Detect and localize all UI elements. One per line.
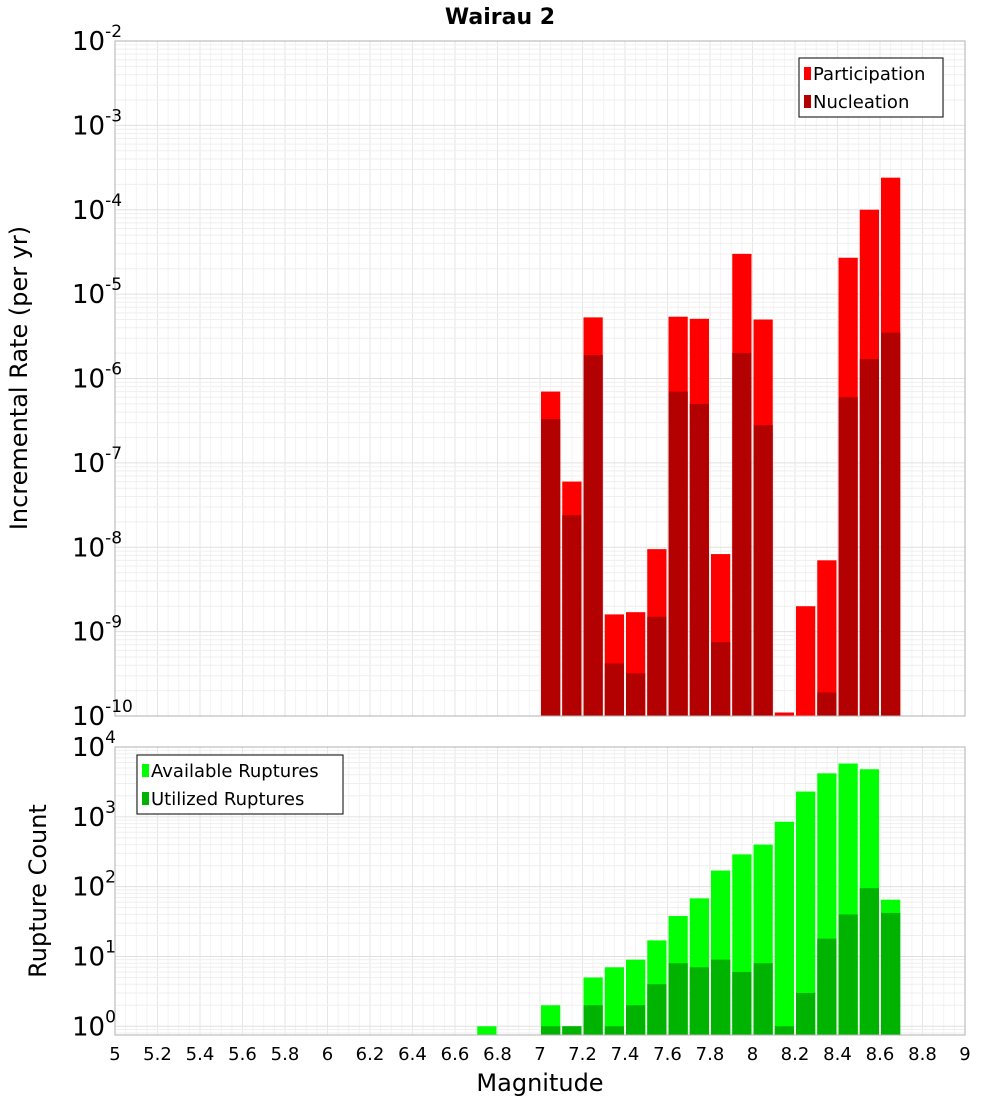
bottom-panel-bar-s2	[711, 959, 731, 1035]
bottom-panel-frame	[114, 746, 966, 1036]
x-tick-label: 7.6	[653, 1044, 682, 1065]
x-tick-label: 7	[534, 1044, 545, 1065]
bottom-panel-y-tick-label: 103	[72, 798, 116, 833]
bottom-panel-bar-s1	[477, 1026, 497, 1035]
bottom-panel-y-tick-label: 102	[72, 868, 116, 903]
bottom-panel-bar-s2	[732, 971, 752, 1035]
top-panel-bar-s2	[647, 616, 667, 716]
bottom-panel-bar-s2	[796, 992, 816, 1035]
chart-title: Wairau 2	[445, 5, 555, 30]
x-tick-label: 5	[109, 1044, 120, 1065]
top-panel-legend-box	[798, 57, 944, 118]
x-tick-label: 8.2	[781, 1044, 810, 1065]
bottom-panel-bar-s2	[859, 888, 879, 1035]
x-tick-label: 8.6	[866, 1044, 895, 1065]
bottom-panel-legend-swatch	[142, 764, 149, 777]
x-tick-label: 5.2	[143, 1044, 172, 1065]
top-panel-y-axis-title: Incremental Rate (per yr)	[5, 226, 33, 530]
top-panel-y-tick-label: 10-7	[72, 444, 122, 479]
top-panel-bar-s2	[753, 425, 773, 716]
bottom-panel-legend-label: Utilized Ruptures	[151, 789, 304, 810]
x-tick-label: 8	[747, 1044, 758, 1065]
top-panel-bar-s2	[711, 642, 731, 716]
bottom-panel-bar-s2	[562, 1026, 582, 1035]
top-panel-bar-s2	[689, 403, 709, 716]
bottom-panel-bar-s2	[753, 963, 773, 1035]
top-panel-legend-label: Nucleation	[813, 92, 909, 113]
top-panel: 10-1010-910-810-710-610-510-410-310-2Par…	[72, 22, 966, 732]
bottom-panel-bar-s2	[774, 1026, 794, 1035]
top-panel-frame	[114, 40, 966, 717]
bottom-panel-y-axis-title: Rupture Count	[24, 804, 52, 978]
bottom-panel-bar-s2	[838, 914, 858, 1035]
x-tick-label: 7.8	[696, 1044, 725, 1065]
x-tick-label: 5.6	[228, 1044, 257, 1065]
bottom-panel-bar-s2	[668, 963, 688, 1035]
bottom-panel-bar-s2	[604, 1026, 624, 1035]
top-panel-y-tick-label: 10-5	[72, 275, 122, 310]
top-panel-bar-s2	[881, 332, 901, 716]
top-panel-y-tick-label: 10-9	[72, 613, 122, 648]
x-tick-label: 8.8	[908, 1044, 937, 1065]
x-tick-label: 7.2	[568, 1044, 597, 1065]
x-tick-label: 9	[959, 1044, 970, 1065]
bottom-panel-bar-s2	[689, 967, 709, 1035]
x-tick-label: 7.4	[611, 1044, 640, 1065]
top-panel-bar-s2	[562, 515, 582, 716]
x-tick-label: 6.4	[398, 1044, 427, 1065]
top-panel-bar-s2	[859, 359, 879, 716]
top-panel-legend-swatch	[804, 67, 811, 80]
bottom-panel-bar-s2	[626, 1005, 646, 1035]
top-panel-bar-s2	[583, 354, 603, 716]
top-panel-y-tick-label: 10-10	[72, 697, 133, 732]
bottom-panel-legend-swatch	[142, 792, 149, 805]
top-panel-bar-s2	[817, 692, 837, 716]
x-tick-label: 6.8	[483, 1044, 512, 1065]
bottom-panel-bar-s1	[774, 821, 794, 1035]
bottom-panel-bar-s2	[817, 938, 837, 1035]
bottom-panel: 100 101 102 103 104 Available Ruptures Utilize…	[72, 728, 966, 1042]
bottom-panel-y-tick-label: 104	[72, 728, 116, 763]
bottom-panel-bar-s2	[647, 984, 667, 1035]
x-tick-label: 8.4	[823, 1044, 852, 1065]
bottom-panel-bar-s1	[604, 967, 624, 1035]
top-panel-bar-s2	[604, 663, 624, 716]
x-tick-label: 5.4	[186, 1044, 215, 1065]
top-panel-bar-s2	[626, 673, 646, 716]
top-panel-bar-s2	[838, 397, 858, 716]
x-axis-title: Magnitude	[476, 1069, 603, 1097]
top-panel-bar-s1	[817, 560, 837, 716]
x-tick-label: 6.6	[441, 1044, 470, 1065]
x-tick-label: 6.2	[356, 1044, 385, 1065]
x-tick-label: 5.8	[271, 1044, 300, 1065]
top-panel-legend-swatch	[804, 95, 811, 108]
bottom-panel-y-tick-label: 101	[72, 937, 116, 972]
x-tick-label: 6	[322, 1044, 333, 1065]
bottom-panel-legend-label: Available Ruptures	[151, 761, 319, 782]
top-panel-legend-label: Participation	[813, 64, 925, 85]
bottom-panel-legend-box	[136, 754, 344, 815]
top-panel-bar-s1	[796, 606, 816, 716]
bottom-panel-bar-s2	[881, 912, 901, 1035]
bottom-panel-bar-s1	[796, 791, 816, 1035]
bottom-panel-y-tick-label: 100	[72, 1007, 116, 1042]
bottom-panel-bar-s2	[541, 1026, 561, 1035]
top-panel-bar-s2	[541, 419, 561, 716]
plot-layer: 10-1010-910-810-710-610-510-410-310-2Par…	[72, 22, 971, 1065]
top-panel-bar-s2	[668, 391, 688, 716]
top-panel-bar-s1	[774, 712, 794, 716]
top-panel-bar-s2	[732, 353, 752, 716]
bottom-panel-bar-s2	[583, 1005, 603, 1035]
